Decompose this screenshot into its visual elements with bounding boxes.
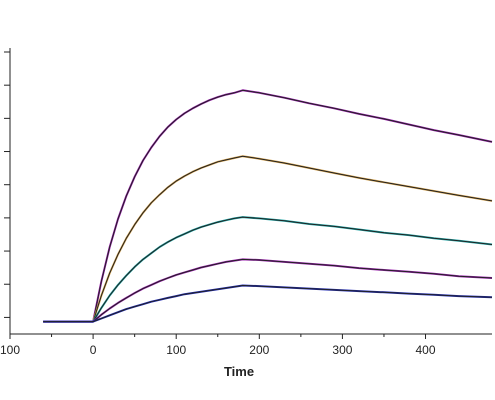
x-tick-label: 100 <box>0 343 20 357</box>
series-line-2 <box>43 155 493 323</box>
x-tick-label: 0 <box>90 343 97 357</box>
x-tick-label: 400 <box>416 343 436 357</box>
x-tick-label: 300 <box>332 343 352 357</box>
fit-line-4 <box>43 258 493 323</box>
series-line-4 <box>43 258 493 323</box>
fit-line-3 <box>43 216 493 323</box>
fit-line-2 <box>43 155 493 323</box>
fit-line-5 <box>43 285 493 323</box>
series-layer <box>43 89 493 323</box>
fit-line-1 <box>43 89 493 323</box>
x-axis-title: Time <box>224 364 254 379</box>
series-line-5 <box>43 284 493 323</box>
x-tick-label: 100 <box>166 343 186 357</box>
ticks-layer: 100 0 100 200 300 400 <box>0 51 436 357</box>
x-tick-label: 200 <box>249 343 269 357</box>
axes-layer <box>9 48 492 335</box>
